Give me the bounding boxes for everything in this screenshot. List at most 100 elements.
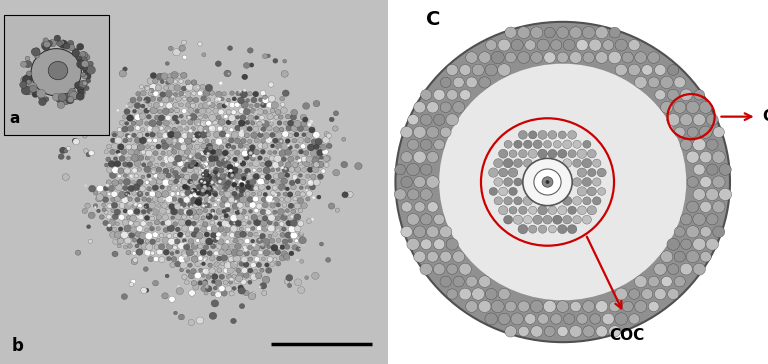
Circle shape [201, 123, 203, 125]
Circle shape [208, 185, 212, 189]
Circle shape [260, 233, 266, 239]
Circle shape [228, 146, 230, 147]
Circle shape [112, 133, 117, 137]
Circle shape [235, 262, 237, 264]
Circle shape [563, 159, 571, 167]
Circle shape [270, 203, 276, 208]
Circle shape [166, 80, 170, 85]
Circle shape [300, 232, 303, 234]
Circle shape [294, 132, 299, 137]
Circle shape [204, 186, 208, 191]
Circle shape [124, 122, 129, 125]
Circle shape [276, 144, 281, 149]
Circle shape [598, 168, 606, 177]
Circle shape [144, 97, 151, 103]
Circle shape [167, 131, 175, 138]
Circle shape [190, 189, 195, 194]
Circle shape [509, 187, 518, 195]
Circle shape [229, 244, 235, 249]
Circle shape [162, 179, 170, 186]
Circle shape [135, 126, 140, 130]
Circle shape [509, 150, 517, 158]
Circle shape [177, 126, 183, 131]
Circle shape [156, 226, 161, 230]
Circle shape [292, 174, 297, 179]
Circle shape [158, 115, 165, 121]
Circle shape [257, 191, 262, 196]
Circle shape [93, 203, 98, 208]
Circle shape [295, 167, 301, 172]
Circle shape [207, 181, 214, 187]
Circle shape [596, 52, 607, 63]
Circle shape [243, 63, 250, 68]
Circle shape [234, 102, 240, 107]
Circle shape [190, 163, 194, 168]
Circle shape [299, 237, 306, 244]
Circle shape [317, 174, 323, 179]
Circle shape [227, 164, 233, 170]
Circle shape [307, 180, 314, 186]
Circle shape [297, 126, 304, 132]
Circle shape [262, 290, 267, 296]
Circle shape [214, 149, 222, 156]
Circle shape [322, 149, 328, 155]
Circle shape [156, 167, 162, 173]
Circle shape [244, 144, 250, 149]
Circle shape [237, 202, 243, 208]
Circle shape [190, 269, 197, 274]
Circle shape [229, 169, 233, 173]
Circle shape [294, 239, 299, 243]
Circle shape [127, 185, 134, 192]
Circle shape [217, 175, 220, 177]
Circle shape [290, 232, 297, 239]
Circle shape [134, 114, 141, 120]
Circle shape [201, 157, 207, 161]
Circle shape [281, 251, 287, 257]
Circle shape [568, 206, 577, 214]
Circle shape [215, 220, 218, 223]
Circle shape [240, 196, 247, 203]
Circle shape [99, 215, 104, 219]
Circle shape [317, 161, 324, 168]
Circle shape [281, 143, 289, 150]
Circle shape [167, 234, 172, 238]
Circle shape [246, 180, 250, 184]
Circle shape [298, 232, 303, 237]
Circle shape [112, 214, 118, 219]
Circle shape [197, 123, 200, 126]
Circle shape [217, 98, 221, 101]
Circle shape [174, 214, 181, 220]
Circle shape [168, 130, 170, 131]
Circle shape [43, 41, 51, 48]
Circle shape [163, 249, 170, 255]
Circle shape [151, 209, 158, 215]
Circle shape [165, 195, 173, 202]
Circle shape [189, 194, 193, 197]
Circle shape [261, 197, 266, 202]
Circle shape [213, 120, 217, 125]
Circle shape [187, 155, 193, 161]
Circle shape [162, 203, 167, 209]
Circle shape [498, 187, 508, 196]
Circle shape [420, 114, 432, 125]
Circle shape [310, 174, 316, 179]
Circle shape [244, 168, 250, 174]
Circle shape [259, 239, 260, 241]
Circle shape [263, 132, 270, 139]
Circle shape [281, 214, 287, 221]
Circle shape [278, 246, 280, 248]
Circle shape [558, 206, 567, 215]
Circle shape [158, 156, 162, 160]
Circle shape [648, 77, 660, 88]
Circle shape [434, 214, 445, 225]
Circle shape [127, 157, 131, 161]
Circle shape [563, 215, 571, 224]
Circle shape [576, 39, 588, 51]
Circle shape [204, 181, 206, 184]
Circle shape [21, 76, 29, 84]
Circle shape [179, 79, 184, 83]
Circle shape [254, 111, 258, 114]
Circle shape [133, 258, 138, 262]
Circle shape [181, 86, 187, 91]
Circle shape [171, 95, 174, 98]
